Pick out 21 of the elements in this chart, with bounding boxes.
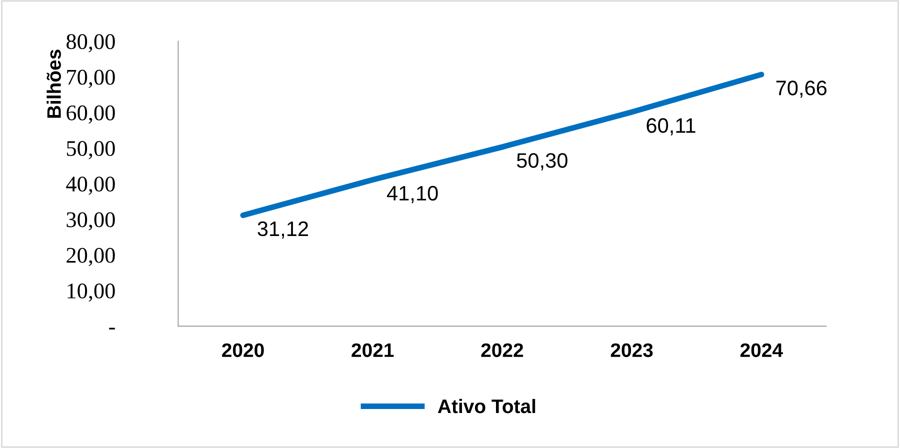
y-tick-label: 50,00 <box>66 140 115 160</box>
y-tick-label: 70,00 <box>67 70 115 88</box>
y-tick-label: 20,00 <box>66 248 115 266</box>
y-axis-title: Bilhões <box>46 50 61 118</box>
y-tick-label: 40,00 <box>66 176 115 195</box>
data-label: 41,10 <box>386 186 438 204</box>
x-tick-label: 2021 <box>352 343 394 358</box>
data-label: 31,12 <box>258 221 308 239</box>
y-tick-label: 30,00 <box>66 212 115 230</box>
x-tick-label: 2020 <box>222 343 264 358</box>
data-label: 60,11 <box>646 118 696 136</box>
y-tick-label: 60,00 <box>66 105 115 124</box>
x-tick-label: 2022 <box>481 343 524 358</box>
y-tick-label: 80,00 <box>66 34 115 52</box>
legend-label: Ativo Total <box>438 398 536 414</box>
y-tick-label: 10,00 <box>68 283 115 302</box>
x-tick-label: 2023 <box>610 343 653 358</box>
y-tick-label: - <box>109 328 115 330</box>
x-tick-label: 2024 <box>740 343 783 358</box>
data-label: 70,66 <box>776 80 827 98</box>
data-label: 50,30 <box>516 153 568 170</box>
